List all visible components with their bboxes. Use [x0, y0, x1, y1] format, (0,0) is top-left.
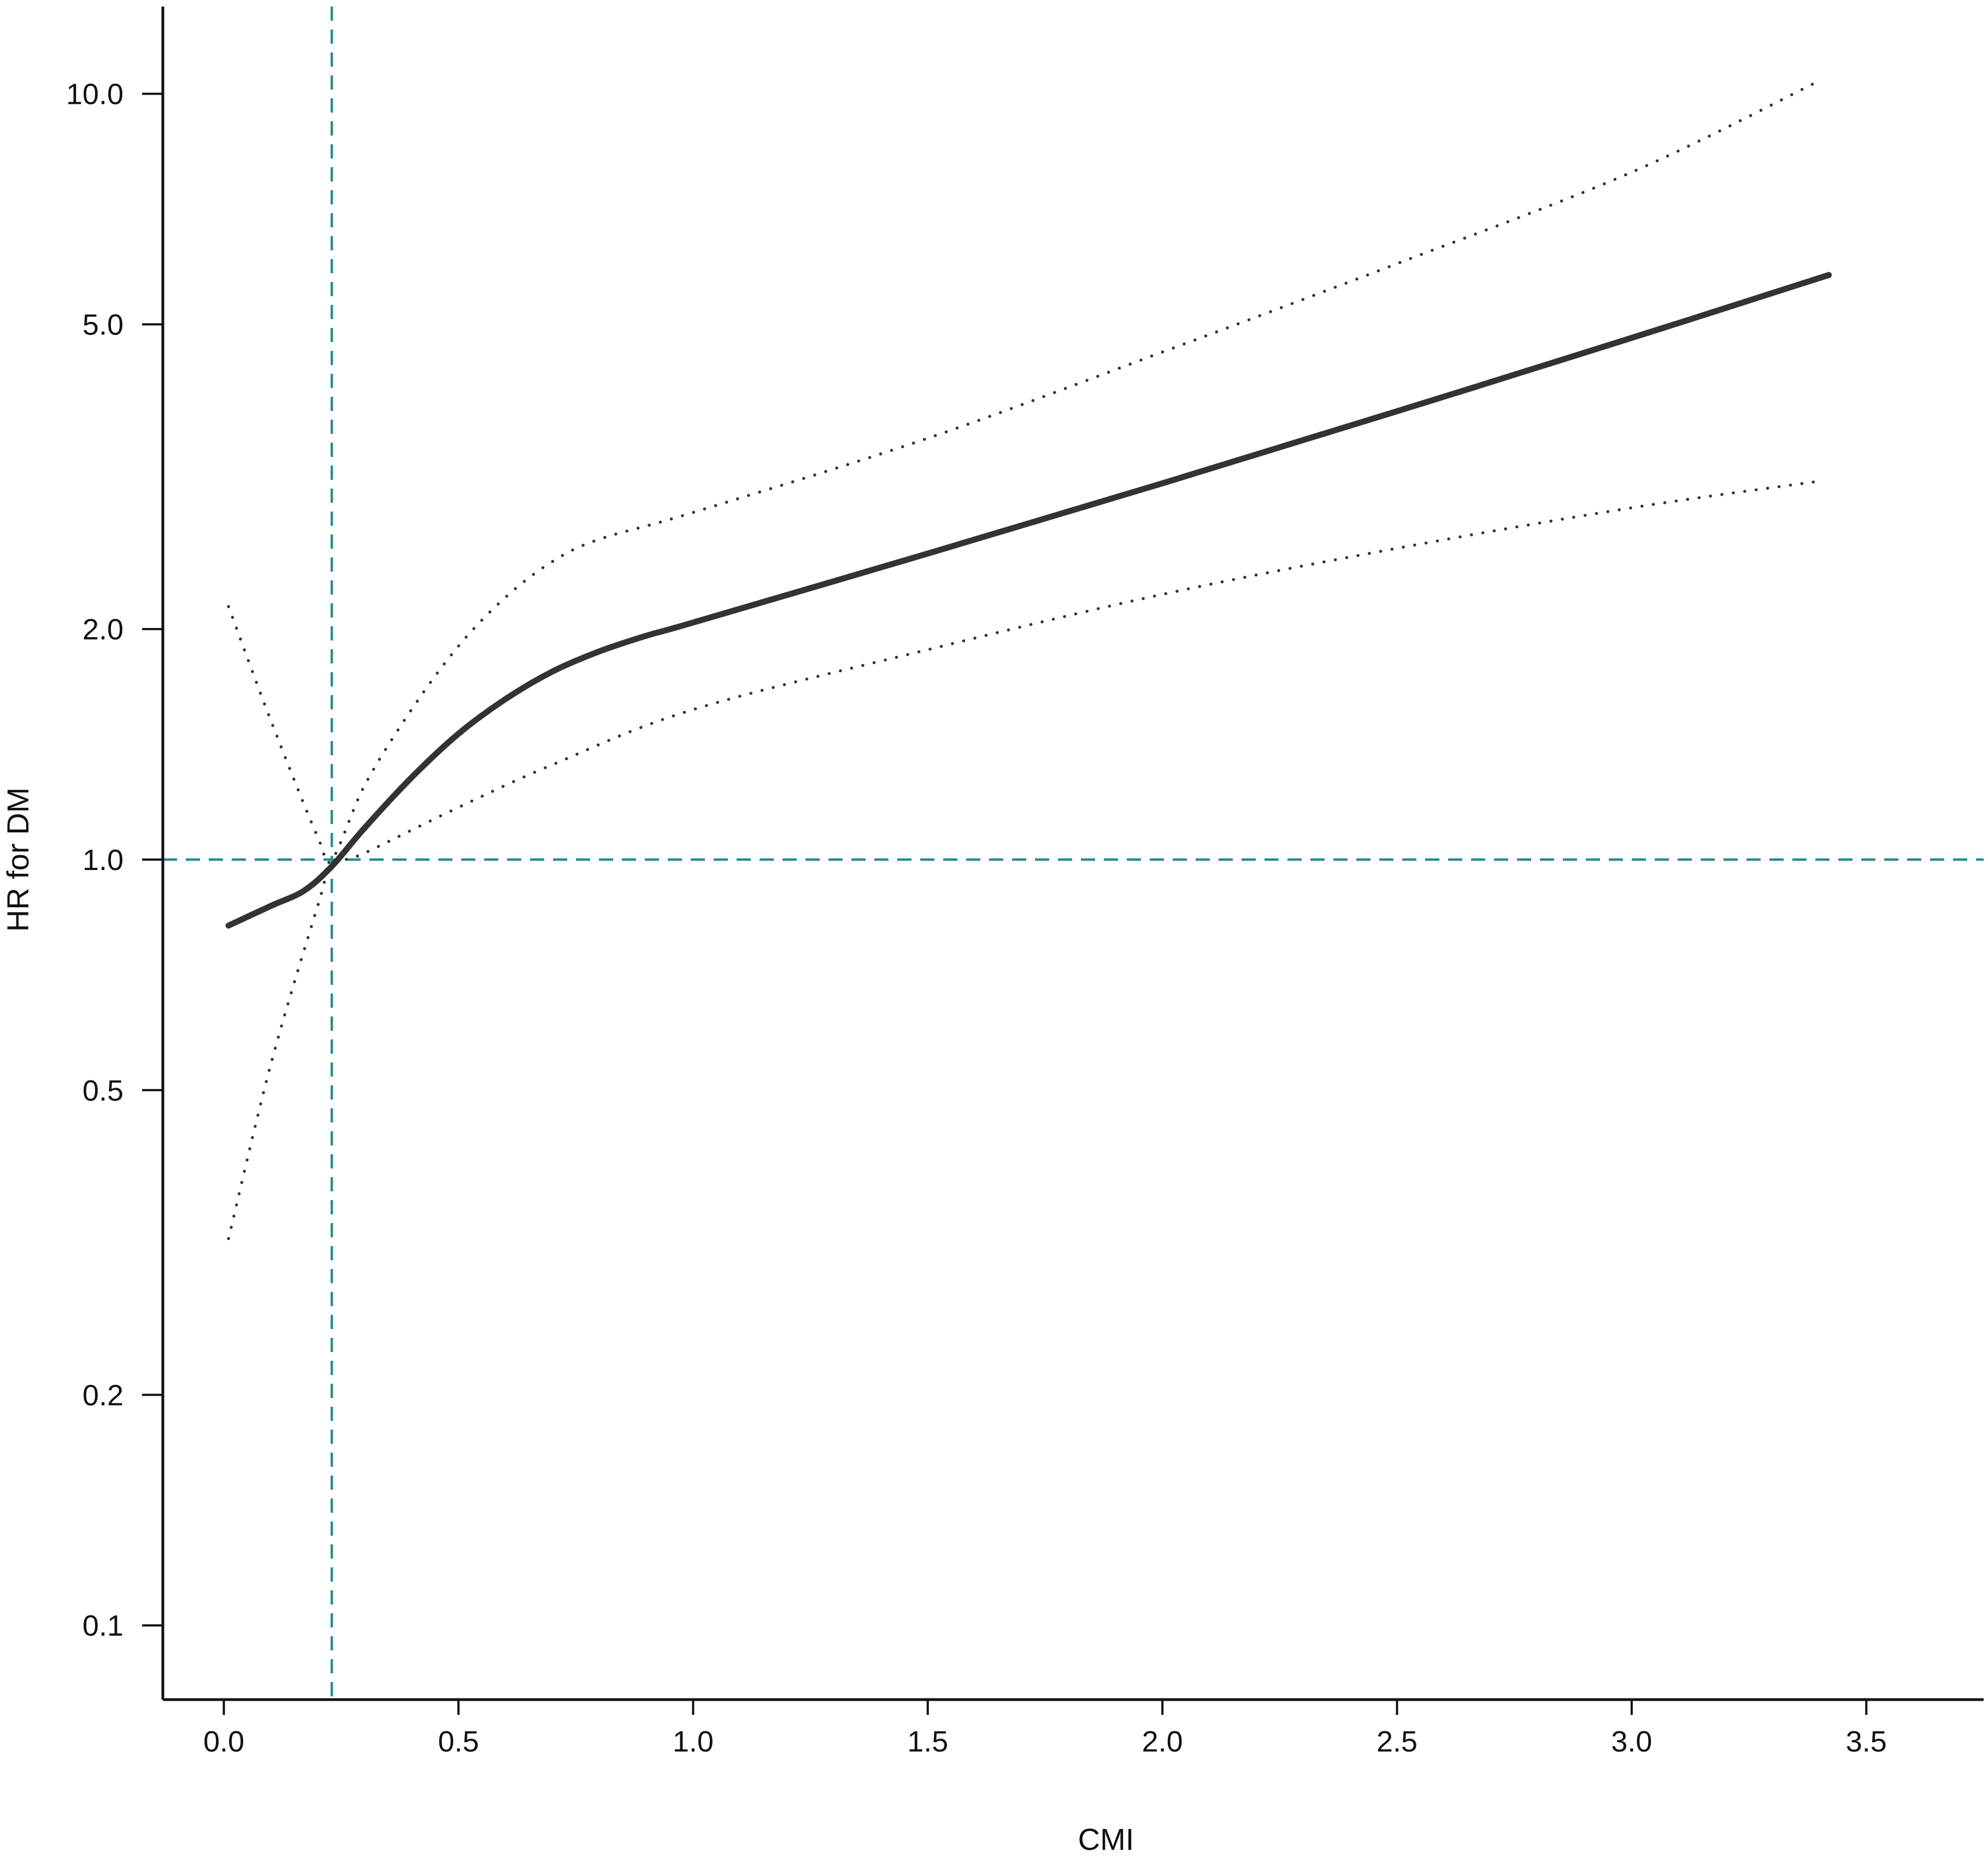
y-tick-label: 1.0 — [83, 844, 123, 877]
axes: 0.0 0.5 1.0 1.5 2.0 2.5 3.0 3.5 0.1 0.2 0.5 1.0 2.0 5… — [66, 7, 1984, 1758]
x-tick-label: 0.0 — [203, 1725, 244, 1758]
x-tick-label: 3.5 — [1846, 1725, 1887, 1758]
series-lower-ci — [227, 479, 1821, 1241]
plot-area — [163, 7, 1984, 1700]
x-tick-label: 0.5 — [438, 1725, 479, 1758]
x-tick-label: 2.5 — [1377, 1725, 1418, 1758]
y-tick-label: 0.5 — [83, 1074, 123, 1107]
y-tick-label: 0.1 — [83, 1609, 123, 1642]
y-tick-label: 10.0 — [66, 78, 123, 111]
x-tick-label: 1.5 — [907, 1725, 948, 1758]
y-tick-label: 5.0 — [83, 308, 123, 341]
series-upper-ci — [227, 79, 1821, 865]
x-tick-label: 1.0 — [673, 1725, 714, 1758]
x-axis-label: CMI — [1078, 1822, 1134, 1856]
series-estimate — [225, 272, 1832, 929]
y-axis-label: HR for DM — [1, 787, 35, 932]
x-tick-label: 2.0 — [1142, 1725, 1183, 1758]
y-tick-label: 0.2 — [83, 1379, 123, 1412]
y-tick-label: 2.0 — [83, 613, 123, 646]
x-tick-label: 3.0 — [1611, 1725, 1652, 1758]
